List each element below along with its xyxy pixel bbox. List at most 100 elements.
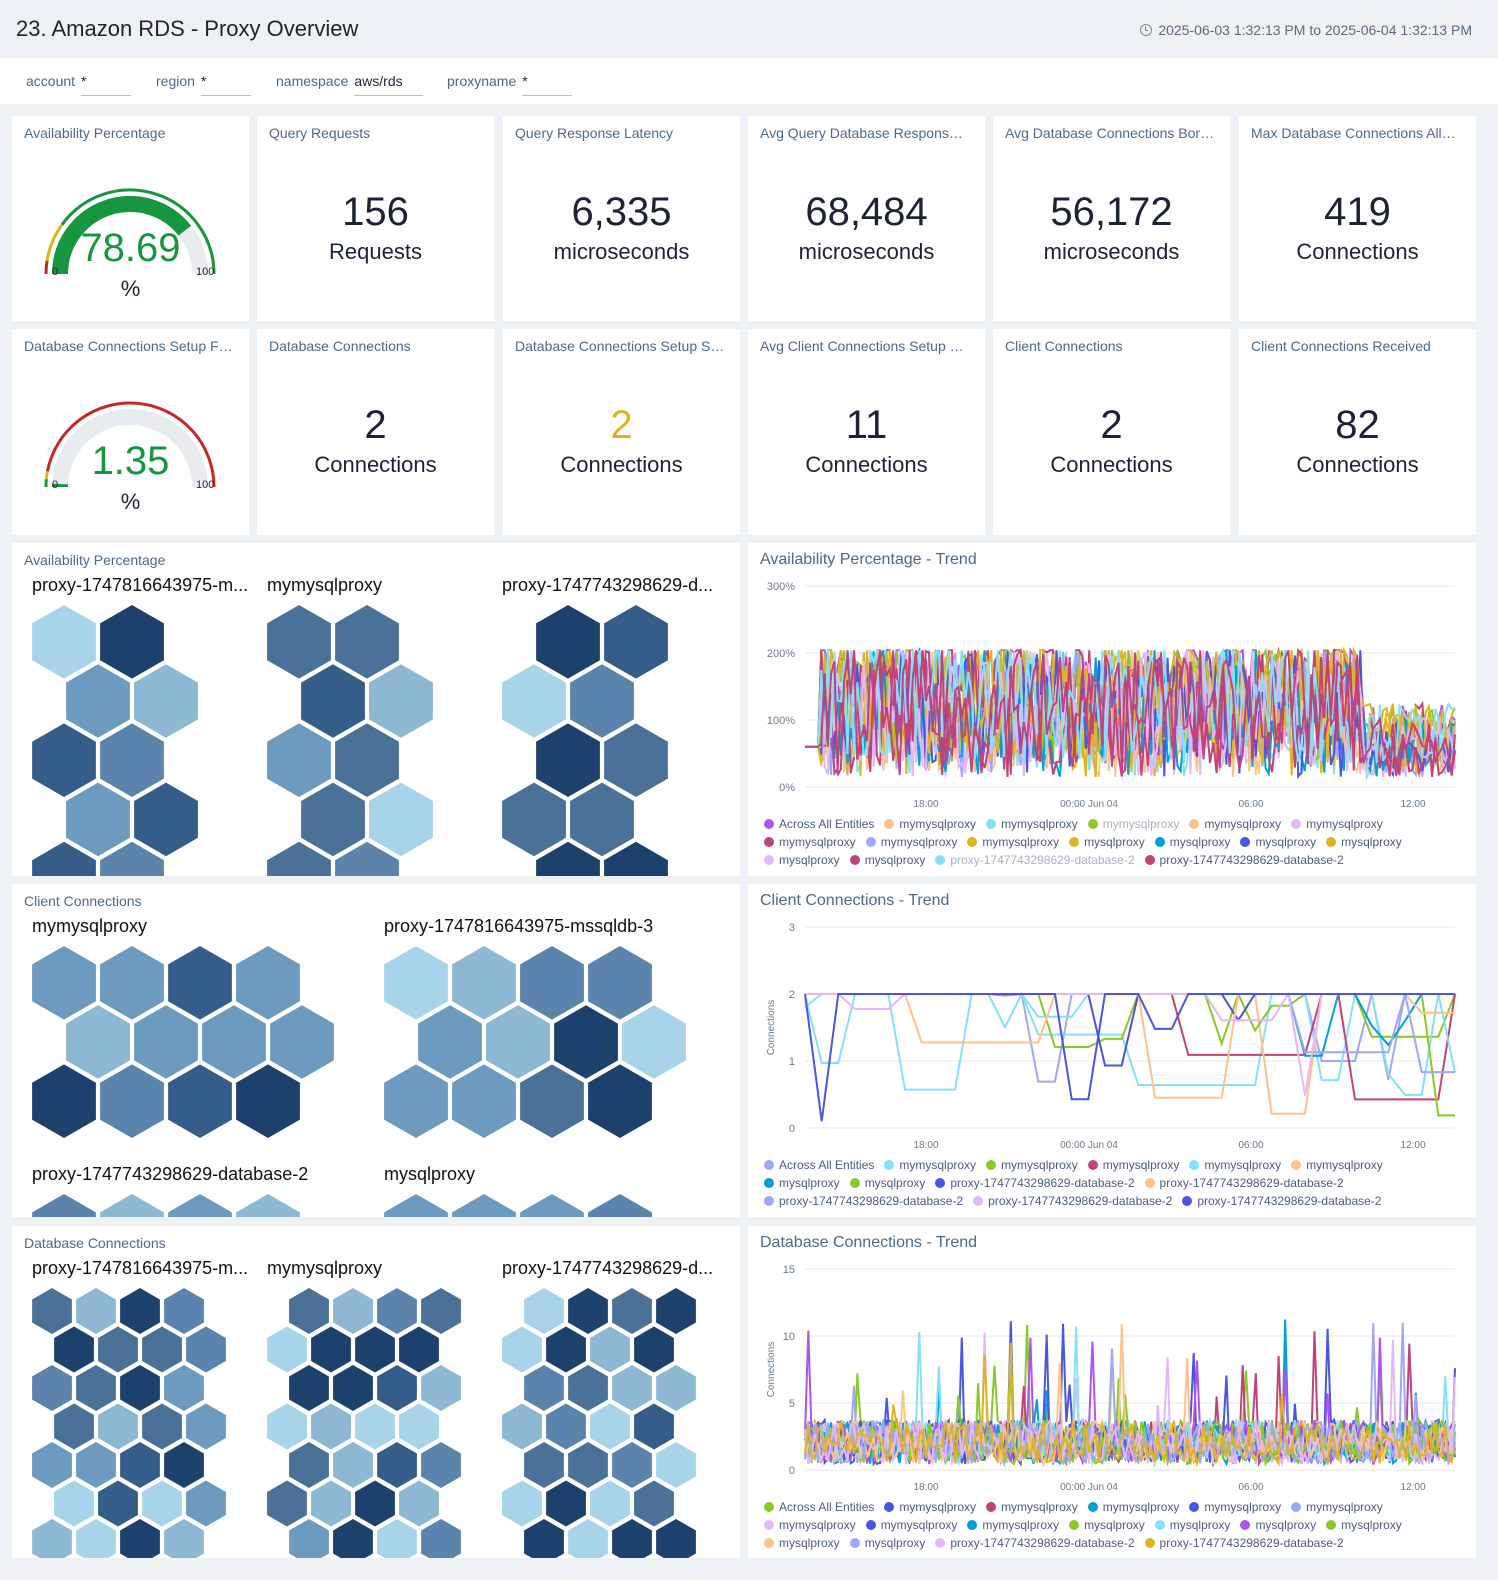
honeycomb-cell[interactable]: [384, 1194, 448, 1217]
legend-item[interactable]: proxy-1747743298629-database-2: [935, 1174, 1135, 1192]
honeycomb-cell[interactable]: [355, 1480, 395, 1527]
honeycomb-cell[interactable]: [66, 1005, 130, 1079]
honeycomb-cell[interactable]: [399, 1403, 439, 1450]
honeycomb-cell[interactable]: [377, 1519, 417, 1558]
honeycomb-cell[interactable]: [32, 1194, 96, 1217]
honeycomb-cell[interactable]: [546, 1480, 586, 1527]
legend-item[interactable]: proxy-1747743298629-database-2: [935, 851, 1135, 869]
legend-item[interactable]: mymysqlproxy: [764, 1516, 856, 1534]
honeycomb-cell[interactable]: [100, 723, 164, 797]
legend-item[interactable]: mymysqlproxy: [986, 1498, 1078, 1516]
honeycomb-cell[interactable]: [142, 1403, 182, 1450]
legend-item[interactable]: mymysqlproxy: [1087, 1156, 1179, 1174]
honeycomb-cell[interactable]: [311, 1480, 351, 1527]
honeycomb-cell[interactable]: [289, 1519, 329, 1558]
honeycomb-cell[interactable]: [134, 782, 198, 857]
honeycomb-cell[interactable]: [335, 841, 399, 876]
honeycomb-cell[interactable]: [142, 1326, 182, 1373]
honeycomb-cell[interactable]: [120, 1365, 160, 1411]
honeycomb-cell[interactable]: [377, 1365, 417, 1411]
honeycomb-cell[interactable]: [289, 1442, 329, 1488]
legend-item[interactable]: mymysqlproxy: [1189, 815, 1281, 833]
honeycomb-cell[interactable]: [186, 1326, 226, 1373]
honeycomb-cell[interactable]: [604, 841, 668, 876]
honeycomb-cell[interactable]: [32, 723, 96, 797]
honeycomb-cell[interactable]: [333, 1442, 373, 1488]
honeycomb-cell[interactable]: [186, 1480, 226, 1527]
honeycomb-cell[interactable]: [377, 1288, 417, 1334]
honeycomb-cell[interactable]: [568, 1519, 608, 1558]
honeycomb-cell[interactable]: [590, 1326, 630, 1373]
honeycomb-cell[interactable]: [267, 605, 331, 679]
honeycomb-cell[interactable]: [76, 1442, 116, 1488]
honeycomb-cell[interactable]: [168, 1194, 232, 1217]
time-range-picker[interactable]: 2025-06-03 1:32:13 PM to 2025-06-04 1:32…: [1140, 22, 1472, 38]
honeycomb-cell[interactable]: [311, 1403, 351, 1450]
honeycomb-cell[interactable]: [634, 1326, 674, 1373]
legend-item[interactable]: mymysqlproxy: [764, 833, 856, 851]
honeycomb-cell[interactable]: [421, 1519, 461, 1558]
honeycomb-cell[interactable]: [134, 1005, 198, 1079]
filter-proxyname[interactable]: proxyname *: [447, 73, 573, 96]
honeycomb-cell[interactable]: [54, 1326, 94, 1373]
honeycomb-cell[interactable]: [311, 1326, 351, 1373]
series-line[interactable]: [805, 647, 1456, 777]
honeycomb-cell[interactable]: [546, 1326, 586, 1373]
legend-item[interactable]: mymysqlproxy: [967, 833, 1059, 851]
honeycomb-cell[interactable]: [267, 841, 331, 876]
honeycomb-cell[interactable]: [588, 946, 652, 1020]
legend-item[interactable]: mymysqlproxy: [884, 1156, 976, 1174]
filter-region[interactable]: region *: [156, 73, 251, 96]
honeycomb-cell[interactable]: [554, 1005, 618, 1079]
series-line[interactable]: [804, 1324, 1456, 1468]
honeycomb-cell[interactable]: [32, 605, 96, 679]
honeycomb-cell[interactable]: [524, 1365, 564, 1411]
honeycomb-cell[interactable]: [142, 1480, 182, 1527]
legend-item[interactable]: mysqlproxy: [1240, 833, 1316, 851]
honeycomb-cell[interactable]: [301, 664, 365, 738]
honeycomb-cell[interactable]: [502, 1480, 542, 1527]
honeycomb-cell[interactable]: [622, 1005, 686, 1079]
honeycomb-cell[interactable]: [355, 1326, 395, 1373]
honeycomb-cell[interactable]: [236, 1064, 300, 1138]
honeycomb-cell[interactable]: [66, 782, 130, 857]
honeycomb-cell[interactable]: [570, 782, 634, 857]
legend-item[interactable]: proxy-1747743298629-database-2: [1144, 851, 1344, 869]
legend-item[interactable]: mymysqlproxy: [865, 833, 957, 851]
honeycomb-cell[interactable]: [355, 1403, 395, 1450]
legend-item[interactable]: mysqlproxy: [849, 1534, 925, 1552]
honeycomb-cell[interactable]: [656, 1288, 696, 1334]
honeycomb-cell[interactable]: [100, 841, 164, 876]
legend-item[interactable]: mymysqlproxy: [986, 1156, 1078, 1174]
honeycomb-cell[interactable]: [369, 664, 433, 738]
honeycomb-cell[interactable]: [236, 1194, 300, 1217]
honeycomb-cell[interactable]: [54, 1403, 94, 1450]
honeycomb-cell[interactable]: [100, 1064, 164, 1138]
honeycomb-cell[interactable]: [186, 1403, 226, 1450]
honeycomb-cell[interactable]: [452, 946, 516, 1020]
legend-item[interactable]: mymysqlproxy: [1189, 1156, 1281, 1174]
honeycomb-cell[interactable]: [202, 1005, 266, 1079]
honeycomb-cell[interactable]: [377, 1442, 417, 1488]
honeycomb-cell[interactable]: [590, 1403, 630, 1450]
series-line[interactable]: [805, 993, 1455, 1099]
honeycomb-cell[interactable]: [289, 1288, 329, 1334]
legend-item[interactable]: mysqlproxy: [1154, 1516, 1230, 1534]
honeycomb-cell[interactable]: [168, 1064, 232, 1138]
honeycomb-cell[interactable]: [634, 1403, 674, 1450]
honeycomb-cell[interactable]: [502, 1326, 542, 1373]
legend-item[interactable]: mysqlproxy: [1240, 1516, 1316, 1534]
honeycomb-cell[interactable]: [335, 605, 399, 679]
honeycomb-cell[interactable]: [54, 1480, 94, 1527]
honeycomb-cell[interactable]: [502, 664, 566, 738]
honeycomb-cell[interactable]: [333, 1365, 373, 1411]
legend-item[interactable]: mymysqlproxy: [967, 1516, 1059, 1534]
legend-item[interactable]: mysqlproxy: [1069, 833, 1145, 851]
legend-item[interactable]: mysqlproxy: [1069, 1516, 1145, 1534]
honeycomb-cell[interactable]: [520, 946, 584, 1020]
legend-item[interactable]: mymysqlproxy: [1291, 1498, 1383, 1516]
series-line[interactable]: [804, 1339, 1456, 1467]
honeycomb-cell[interactable]: [76, 1519, 116, 1558]
honeycomb-cell[interactable]: [270, 1005, 334, 1079]
honeycomb-cell[interactable]: [656, 1519, 696, 1558]
